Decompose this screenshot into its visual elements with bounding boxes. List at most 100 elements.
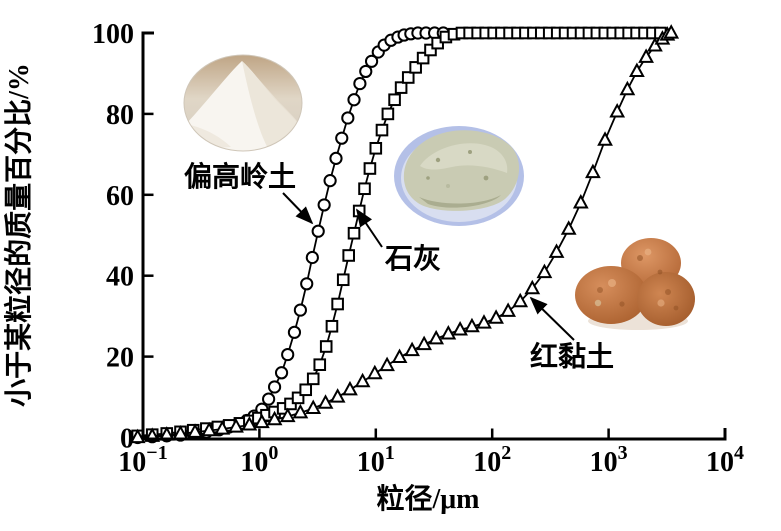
circle-marker [359, 64, 373, 79]
circle-marker [305, 250, 319, 265]
triangle-marker [253, 413, 270, 429]
circle-marker [341, 111, 355, 125]
triangle-marker [500, 302, 516, 317]
circle-marker [267, 380, 282, 394]
triangle-marker [619, 80, 636, 96]
square-marker [313, 358, 327, 371]
triangle-marker [266, 410, 283, 426]
circle-marker [329, 151, 343, 165]
y-axis-title: 小于某粒径的质量百分比/% [2, 63, 35, 407]
square-marker [363, 162, 377, 175]
triangle-marker [391, 348, 408, 364]
square-marker [319, 340, 333, 353]
square-marker [306, 372, 320, 386]
circle-marker [364, 54, 379, 68]
triangle-marker [512, 292, 529, 308]
triangle-marker [572, 193, 589, 209]
circle-marker [274, 366, 289, 380]
circle-marker [353, 76, 367, 91]
triangle-marker [560, 220, 577, 235]
triangle-marker [214, 420, 231, 435]
red-clay-arrow [529, 296, 575, 341]
triangle-marker [585, 163, 601, 179]
annotation-metakaolin: 偏高岭土 [184, 161, 296, 193]
triangle-marker [354, 372, 371, 388]
triangle-marker [187, 423, 203, 438]
triangle-marker [536, 263, 553, 279]
series-lime [131, 26, 667, 443]
series-layer [129, 24, 680, 445]
circle-marker [300, 277, 314, 291]
triangle-marker [329, 388, 346, 403]
circle-marker [323, 174, 337, 188]
square-marker [325, 319, 339, 333]
y-tick-label: 80 [106, 100, 134, 131]
circle-marker [317, 198, 331, 212]
square-marker [409, 61, 422, 74]
triangle-marker [464, 317, 480, 333]
circle-marker [335, 131, 349, 145]
triangle-marker [129, 428, 146, 444]
circle-marker [281, 347, 295, 362]
y-tick-label: 40 [106, 262, 134, 293]
triangle-marker [638, 48, 654, 63]
triangle-marker [476, 314, 492, 329]
triangle-marker [292, 403, 309, 419]
triangle-marker [647, 37, 663, 52]
series-red-clay [129, 24, 680, 444]
triangle-marker [440, 325, 457, 340]
lime-photo [394, 126, 524, 226]
triangle-marker [597, 131, 613, 146]
triangle-marker [428, 329, 445, 345]
triangle-marker [663, 24, 680, 39]
y-tick-label: 0 [120, 424, 134, 455]
triangle-marker [629, 62, 645, 78]
metakaolin-arrow [282, 192, 314, 225]
triangle-marker [279, 407, 296, 423]
annotation-red-clay: 红黏土 [530, 340, 614, 373]
y-tick-label: 100 [92, 19, 134, 50]
metakaolin-photo [183, 54, 303, 152]
triangle-marker [241, 416, 258, 431]
y-tick-label: 20 [106, 343, 134, 374]
triangle-marker [404, 341, 420, 357]
square-marker [394, 81, 408, 94]
axes [141, 31, 727, 441]
circle-marker [287, 325, 302, 339]
triangle-marker [524, 279, 541, 295]
triangle-marker [305, 399, 322, 414]
circle-marker [347, 93, 361, 107]
triangle-marker [379, 356, 395, 372]
triangle-marker [416, 335, 432, 351]
square-marker [401, 71, 415, 84]
square-marker [375, 123, 389, 137]
square-marker [358, 182, 371, 196]
triangle-marker [317, 394, 334, 409]
x-axis-title: 粒径/μm [377, 483, 480, 515]
square-marker [342, 249, 355, 262]
square-marker [369, 141, 383, 155]
triangle-marker [228, 418, 244, 433]
annotation-lime: 石灰 [384, 243, 441, 275]
triangle-marker [609, 102, 626, 118]
red-clay-photo [575, 238, 695, 330]
triangle-marker [488, 309, 504, 324]
square-marker [381, 107, 395, 121]
triangle-marker [452, 321, 468, 336]
triangle-marker [201, 421, 218, 437]
triangle-marker [342, 380, 358, 396]
annotation-arrows [282, 192, 575, 341]
square-marker [291, 391, 305, 405]
lime-arrow [355, 208, 383, 248]
y-tick-label: 60 [106, 181, 134, 212]
square-marker [299, 383, 313, 397]
triangle-marker [548, 243, 565, 258]
circle-marker [262, 392, 276, 406]
square-marker [331, 297, 344, 311]
square-marker [416, 51, 430, 65]
circle-marker [293, 303, 307, 317]
square-marker [336, 273, 350, 287]
